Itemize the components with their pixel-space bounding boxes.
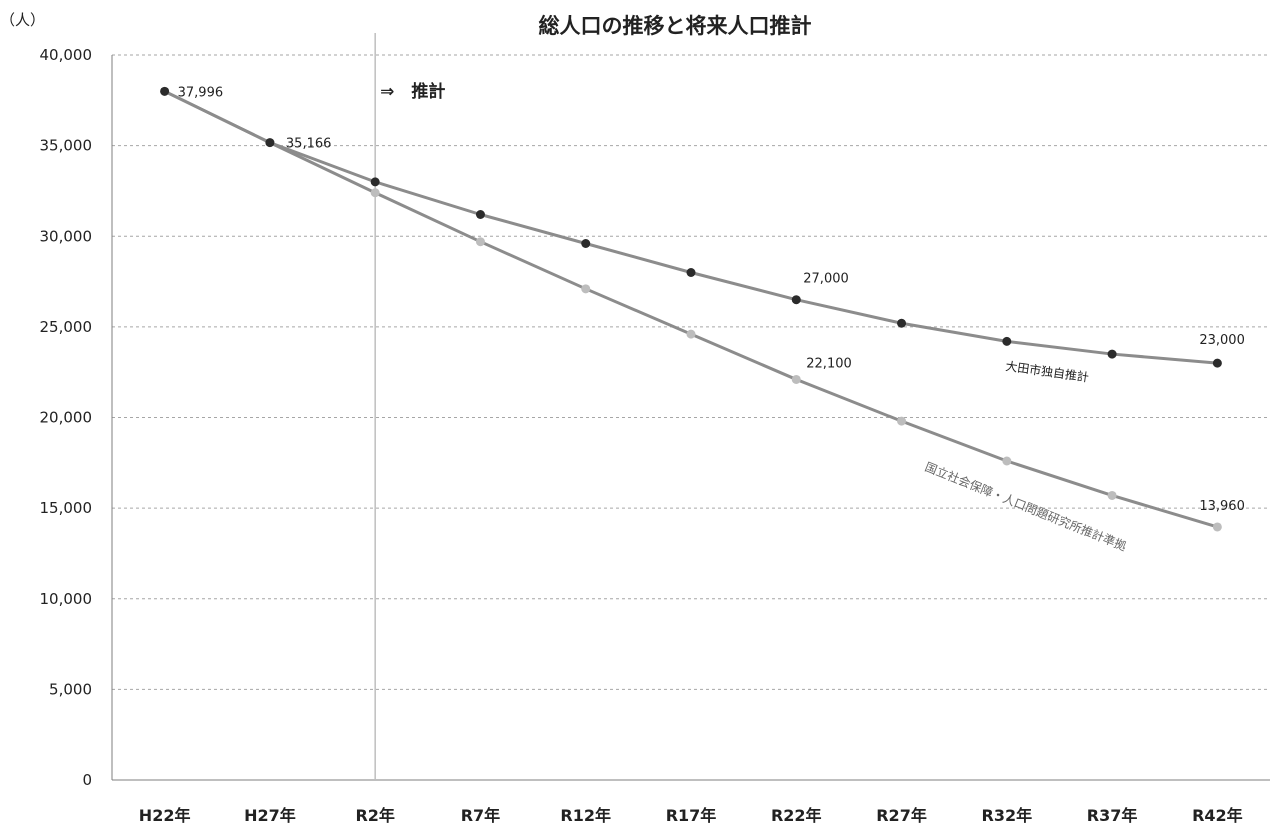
data-label: 37,996 [178, 85, 224, 100]
y-tick-label: 15,000 [40, 499, 93, 517]
y-tick-label: 40,000 [40, 46, 93, 64]
x-tick-label: R17年 [666, 806, 717, 825]
label-layer: ⇒ 推計 37,996 35,166 27,000 23,000 22,100 13,960… [178, 81, 1245, 554]
data-label: 27,000 [803, 272, 849, 287]
series-layer [160, 86, 1222, 532]
x-tick-label: R37年 [1087, 806, 1138, 825]
x-tick-label: R32年 [982, 806, 1033, 825]
y-axis-unit: （人） [0, 11, 45, 29]
data-point-own [160, 86, 170, 96]
data-label: 13,960 [1199, 499, 1245, 514]
x-tick-label: H22年 [139, 806, 191, 825]
series-line-own-estimate [163, 89, 1218, 365]
data-point-ipss [1002, 456, 1012, 466]
projection-annotation: ⇒ 推計 [380, 81, 445, 102]
data-point-ipss [475, 237, 485, 247]
x-tick-label: R7年 [461, 806, 500, 825]
grid-layer [112, 54, 1270, 690]
x-tick-label: R12年 [560, 806, 611, 825]
data-point-ipss [1212, 522, 1222, 532]
chart-title: 総人口の推移と将来人口推計 [539, 14, 812, 38]
data-label: 22,100 [806, 356, 852, 371]
data-point-ipss [581, 284, 591, 294]
data-point-ipss [686, 329, 696, 339]
data-point-own [475, 210, 485, 219]
x-tick-label: R42年 [1192, 806, 1243, 825]
data-point-own [1212, 358, 1222, 368]
data-point-own [686, 268, 696, 277]
data-point-own [370, 177, 380, 187]
data-point-own [897, 318, 907, 328]
data-point-ipss [1107, 490, 1117, 500]
data-point-own [581, 239, 591, 248]
series-label-ipss-estimate: 国立社会保障・人口問題研究所推計準拠 [923, 459, 1129, 554]
data-point-ipss [897, 416, 907, 426]
x-tick-label: R27年 [876, 806, 927, 825]
data-label: 23,000 [1199, 333, 1245, 348]
y-tick-label: 25,000 [40, 318, 93, 336]
y-tick-label: 20,000 [40, 409, 93, 427]
data-point-own [791, 295, 801, 305]
x-tick-label: H27年 [244, 806, 296, 825]
series-line-ipss-estimate [163, 89, 1218, 529]
y-tick-label: 30,000 [40, 227, 93, 245]
data-label: 35,166 [286, 137, 332, 152]
y-tick-label: 5,000 [49, 680, 92, 698]
data-point-own [1107, 349, 1117, 359]
data-point-ipss [791, 374, 801, 384]
data-point-ipss [370, 188, 380, 198]
y-tick-label: 10,000 [40, 590, 93, 608]
data-point-own [265, 138, 275, 148]
y-tick-label: 0 [82, 771, 92, 789]
axis-layer: 0 5,000 10,000 15,000 20,000 25,000 30,000 35,0… [40, 33, 1270, 825]
data-point-own [1002, 336, 1012, 346]
x-tick-label: R22年 [771, 806, 822, 825]
x-tick-label: R2年 [355, 806, 394, 825]
y-tick-label: 35,000 [40, 137, 93, 155]
series-label-own-estimate: 大田市独自推計 [1005, 358, 1090, 385]
